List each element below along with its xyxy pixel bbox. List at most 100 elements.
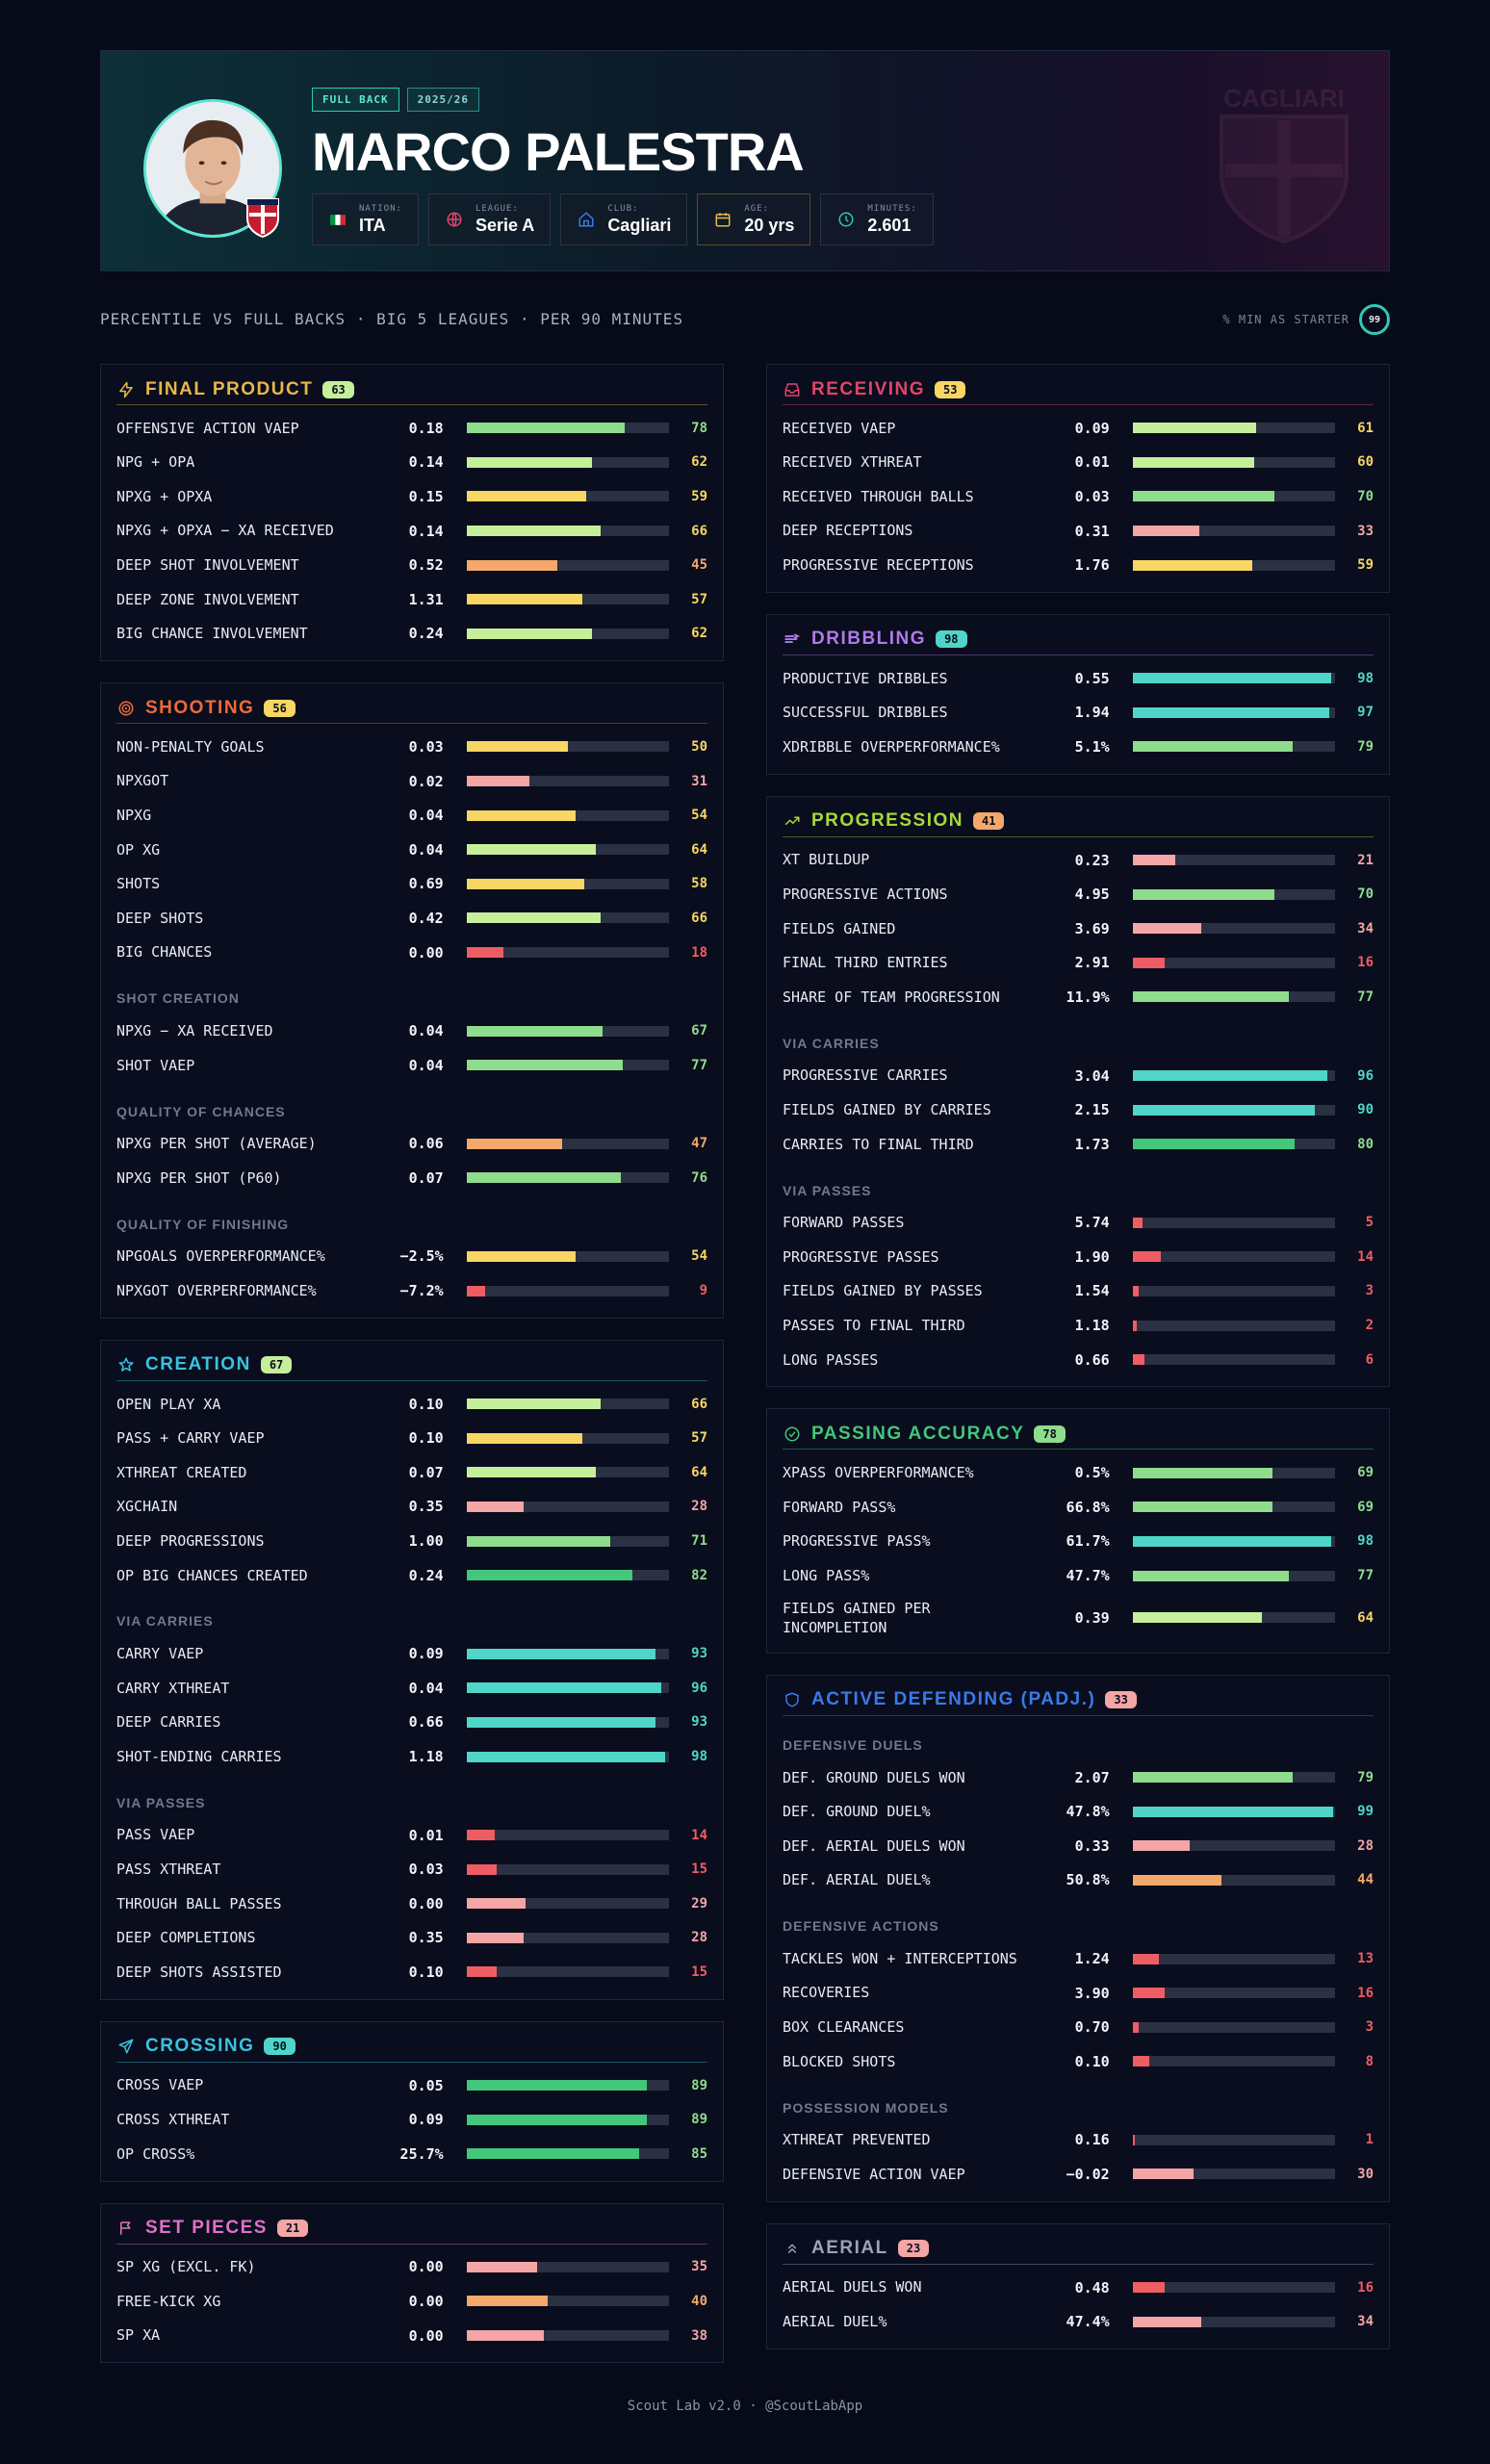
percentile-bar [1132,673,1336,684]
metric-row: SHOT-ENDING CARRIES 1.18 98 [116,1739,707,1774]
percentile-value: 96 [691,1680,708,1696]
subsection-title: VIA CARRIES [116,1613,214,1630]
section-shooting: SHOOTING 56 NON-PENALTY GOALS 0.03 50 NPXGOT 0… [100,682,724,1319]
percentile-bar-fill [1132,2169,1194,2180]
percentile-value: 16 [1357,955,1374,971]
metric-label: OFFENSIVE ACTION VAEP [116,419,299,437]
percentile-bar [1132,957,1336,968]
metric-value: 1.76 [1074,556,1110,575]
metric-value: 0.09 [408,2111,444,2129]
metric-label: PROGRESSIVE CARRIES [783,1066,948,1085]
section-aerial: AERIAL 23 AERIAL DUELS WON 0.48 16 AERIAL DUE… [766,2222,1390,2349]
calendar-icon [713,210,732,229]
metric-label: BOX CLEARANCES [783,2018,905,2037]
subsection-title: VIA CARRIES [783,1035,880,1051]
metric-label: SHOTS [116,875,161,893]
metric-row: BOX CLEARANCES 0.70 3 [783,2010,1374,2044]
metric-value: 0.15 [408,487,444,505]
percentile-value: 35 [691,2259,708,2275]
percentile-value: 96 [1357,1067,1374,1084]
metric-label: SHOT-ENDING CARRIES [116,1747,282,1765]
metric-row: XPASS OVERPERFORMANCE% 0.5% 69 [783,1455,1374,1490]
metric-row: PASSES TO FINAL THIRD 1.18 2 [783,1308,1374,1343]
metric-label: DEFENSIVE ACTION VAEP [783,2165,965,2183]
metric-label: CROSS XTHREAT [116,2111,230,2129]
percentile-bar [1132,1772,1336,1784]
metric-row: DEF. AERIAL DUEL% 50.8% 44 [783,1863,1374,1898]
metric-value: 0.00 [408,943,444,962]
metric-value: −2.5% [399,1247,444,1266]
info-label: AGE: [744,203,770,214]
metric-row: DEF. GROUND DUEL% 47.8% 99 [783,1794,1374,1829]
percentile-value: 77 [691,1057,708,1073]
metric-label: RECEIVED XTHREAT [783,453,922,472]
metric-label: XGCHAIN [116,1498,178,1516]
metric-label: DEEP RECEPTIONS [783,522,913,540]
percentile-bar [466,526,670,537]
metric-row: CARRY XTHREAT 0.04 96 [116,1671,707,1706]
metric-label: FORWARD PASS% [783,1498,896,1516]
watermark-text: CAGLIARI [1223,84,1345,113]
section-title: CREATION [145,1354,251,1375]
metric-row: OFFENSIVE ACTION VAEP 0.18 78 [116,411,707,446]
metric-row: PROGRESSIVE PASS% 61.7% 98 [783,1525,1374,1559]
metric-label: DEEP SHOTS [116,909,204,927]
metric-label: DEEP SHOT INVOLVEMENT [116,556,299,575]
percentile-bar [466,2114,670,2125]
percentile-value: 70 [1357,488,1374,504]
metric-value: 66.8% [1066,1498,1110,1516]
metric-value: 0.14 [408,522,444,540]
percentile-bar-fill [1132,1535,1332,1547]
metric-label: AERIAL DUELS WON [783,2278,922,2297]
metric-row: OPEN PLAY XA 0.10 66 [116,1387,707,1422]
club-crest-watermark: CAGLIARI [1220,84,1349,244]
percentile-bar [466,1138,670,1149]
player-info-row: NATION: ITA LEAGUE: Serie A CLUB: Caglia… [312,193,934,245]
section-header: ACTIVE DEFENDING (PADJ.) 33 [783,1689,1374,1716]
metric-value: 2.91 [1074,954,1110,972]
percentile-bar [466,947,670,959]
metric-row: CARRIES TO FINAL THIRD 1.73 80 [783,1127,1374,1162]
percentile-value: 31 [691,773,708,789]
percentile-bar [466,2148,670,2160]
section-set-pieces: SET PIECES 21 SP XG (EXCL. FK) 0.00 35 FREE-K… [100,2202,724,2364]
percentile-bar-fill [466,526,601,537]
info-label: LEAGUE: [475,203,519,214]
metric-label: OP XG [116,840,161,859]
percentile-value: 66 [691,910,708,926]
info-label: MINUTES: [867,203,917,214]
section-header: PROGRESSION 41 [783,810,1374,837]
percentile-bar-fill [466,2296,548,2307]
percentile-bar [466,1432,670,1444]
metric-label: PRODUCTIVE DRIBBLES [783,669,948,687]
metric-row: RECEIVED THROUGH BALLS 0.03 70 [783,479,1374,514]
metric-label: SUCCESSFUL DRIBBLES [783,704,948,722]
metric-label: OP CROSS% [116,2144,195,2163]
metric-row: PASS XTHREAT 0.03 15 [116,1852,707,1886]
metric-value: 1.94 [1074,704,1110,722]
metric-value: 3.69 [1074,919,1110,937]
metric-row: PASS + CARRY VAEP 0.10 57 [116,1421,707,1455]
percentile-value: 50 [691,738,708,755]
metric-row: SHOT VAEP 0.04 77 [116,1048,707,1083]
info-minutes: MINUTES: 2.601 [820,193,934,245]
percentile-bar [1132,456,1336,468]
percentile-bar-fill [1132,957,1166,968]
percentile-bar-fill [466,1863,498,1875]
percentile-value: 77 [1357,1568,1374,1584]
section-title: DRIBBLING [811,629,927,650]
percentile-value: 70 [1357,886,1374,903]
metric-row: SP XA 0.00 38 [116,2319,707,2353]
percentile-bar [1132,1251,1336,1263]
metric-value: 0.09 [408,1645,444,1663]
metric-row: PASS VAEP 0.01 14 [116,1818,707,1853]
italy-flag-icon [328,210,347,229]
section-score-badge: 41 [972,812,1005,831]
percentile-bar-fill [1132,1285,1140,1296]
metric-row: XDRIBBLE OVERPERFORMANCE% 5.1% 79 [783,730,1374,764]
percentile-value: 89 [691,2112,708,2128]
metric-value: 0.55 [1074,669,1110,687]
percentile-bar-fill [466,809,577,821]
metric-label: DEEP PROGRESSIONS [116,1531,265,1550]
percentile-bar [1132,1354,1336,1366]
